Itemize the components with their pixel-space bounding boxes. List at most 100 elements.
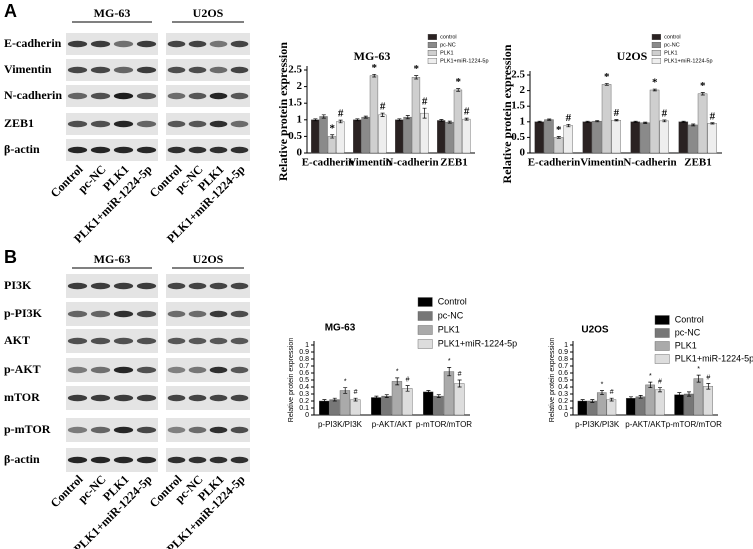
- bar: [688, 124, 698, 154]
- y-tick-label: 0: [297, 147, 303, 159]
- blot-band: [90, 394, 111, 402]
- blot-band: [188, 92, 207, 100]
- bar: [433, 395, 444, 416]
- blot-band: [209, 337, 228, 345]
- error-bar: [677, 392, 682, 398]
- blot-band: [167, 146, 186, 154]
- blot-band: [67, 337, 88, 345]
- error-bar: [643, 121, 648, 124]
- y-tick-label: 2: [520, 84, 526, 96]
- significance-marker: #: [338, 108, 344, 120]
- significance-marker: #: [706, 374, 710, 381]
- legend-label: PLK1: [664, 50, 677, 56]
- blot-band: [113, 456, 134, 464]
- error-bar: [436, 394, 441, 398]
- x-tick-label: ZEB1: [440, 157, 468, 169]
- legend-label: pc-NC: [440, 42, 456, 48]
- error-bar: [638, 395, 643, 399]
- y-tick-label: 2: [297, 80, 303, 92]
- blot-band: [209, 40, 228, 48]
- blot-band: [230, 282, 249, 290]
- legend-swatch: [651, 50, 662, 56]
- blot-band: [90, 456, 111, 464]
- bar: [402, 388, 413, 416]
- blot-band: [230, 366, 249, 374]
- bar: [630, 121, 641, 154]
- error-bar: [372, 73, 377, 78]
- legend-swatch: [427, 58, 438, 64]
- blot-row-label: β-actin: [4, 142, 40, 156]
- x-tick-label: E-cadherin: [302, 157, 355, 169]
- error-bar: [566, 123, 571, 128]
- blot-band: [167, 40, 186, 48]
- blot-band: [230, 394, 249, 402]
- blot-band: [67, 120, 88, 128]
- blot-band: [188, 40, 207, 48]
- blot-row-label: AKT: [4, 333, 30, 347]
- bar: [553, 137, 564, 154]
- blot-strip: [66, 33, 158, 55]
- error-bar: [363, 115, 368, 119]
- x-tick-label: p-mTOR/mTOR: [666, 420, 722, 429]
- blot-band: [136, 282, 157, 290]
- bar: [395, 119, 404, 154]
- significance-marker: *: [371, 62, 377, 74]
- error-bar: [687, 391, 691, 397]
- blot-band: [209, 66, 228, 74]
- blot-strip: [166, 139, 250, 161]
- significance-marker: *: [697, 366, 700, 373]
- bar: [339, 390, 351, 416]
- y-tick-label: 0: [564, 412, 568, 419]
- legend-label: control: [664, 34, 681, 40]
- blot-band: [67, 456, 88, 464]
- legend-swatch: [417, 339, 433, 349]
- y-tick-label: 0.9: [558, 349, 568, 356]
- blot-band: [136, 66, 157, 74]
- legend-swatch: [654, 328, 670, 338]
- bar: [654, 389, 665, 416]
- blot-row-label: N-cadherin: [4, 88, 62, 102]
- x-tick-label: p-PI3K/PI3K: [575, 420, 620, 429]
- blot-band: [209, 394, 228, 402]
- significance-marker: #: [710, 110, 716, 122]
- error-bar: [537, 120, 542, 123]
- y-tick-label: 1.5: [288, 97, 302, 109]
- bar: [391, 381, 403, 416]
- bar: [592, 120, 602, 154]
- bar: [462, 118, 471, 154]
- blot-band: [113, 394, 134, 402]
- blot-band: [67, 282, 88, 290]
- error-bar: [700, 92, 705, 96]
- bar: [329, 399, 340, 416]
- legend-swatch: [654, 315, 670, 325]
- error-bar: [464, 117, 469, 121]
- blot-band: [167, 394, 186, 402]
- bar: [611, 120, 621, 154]
- bar: [534, 121, 545, 154]
- y-tick-label: 1: [305, 342, 309, 349]
- blot-band: [188, 66, 207, 74]
- blot-band: [209, 456, 228, 464]
- blot-band: [67, 366, 88, 374]
- y-tick-label: 0.7: [558, 363, 568, 370]
- y-tick-label: 0.8: [299, 356, 309, 363]
- blot-group-label: U2OS: [193, 6, 224, 20]
- blot-band: [90, 146, 111, 154]
- bar: [582, 121, 593, 154]
- blot-row-label: PI3K: [4, 278, 32, 292]
- significance-marker: #: [422, 96, 428, 108]
- bar: [707, 123, 717, 154]
- blot-band: [136, 426, 157, 434]
- legend-label: Control: [438, 296, 467, 306]
- x-tick-label: N-cadherin: [385, 157, 438, 169]
- blot-band: [136, 40, 157, 48]
- error-bar: [426, 390, 431, 394]
- x-tick-label: p-mTOR/mTOR: [416, 420, 472, 429]
- legend-swatch: [654, 341, 670, 351]
- error-bar: [343, 387, 348, 394]
- panel-letter: B: [4, 247, 17, 267]
- blot-band: [67, 146, 88, 154]
- significance-marker: #: [658, 379, 662, 386]
- bar: [693, 378, 704, 416]
- y-axis-label: Relative protein expression: [500, 44, 514, 183]
